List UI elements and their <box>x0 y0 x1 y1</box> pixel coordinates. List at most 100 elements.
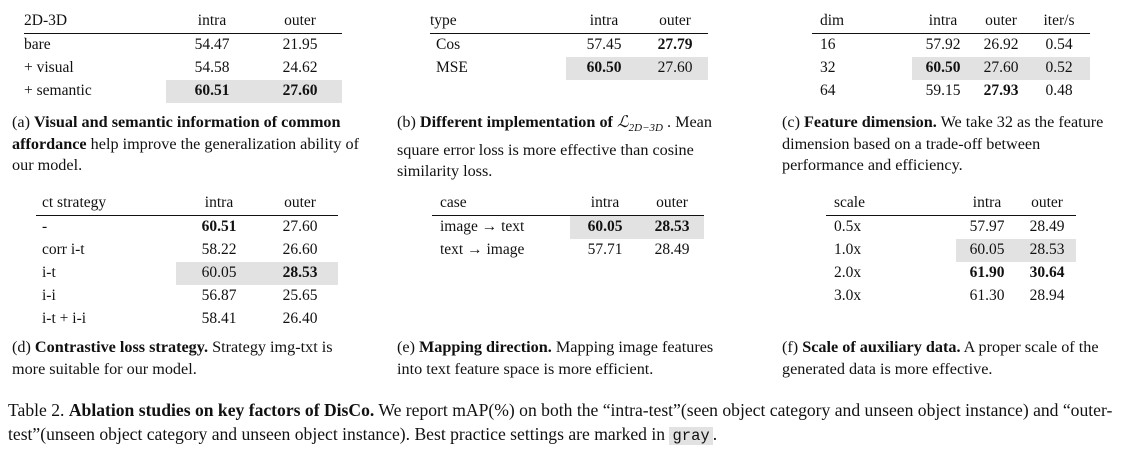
caption-label: (a) <box>12 113 30 131</box>
column-header: intra <box>570 192 640 216</box>
caption-b: (b) Different implementation of ℒ2D−3D .… <box>397 112 742 183</box>
caption-heading: Different implementation of <box>419 113 613 131</box>
table-cell: 28.49 <box>1029 218 1065 235</box>
table-cell-best: 60.51 <box>201 218 237 235</box>
column-header: outer <box>642 10 708 34</box>
caption-heading: Scale of auxiliary data. <box>802 338 961 356</box>
table-cell: 0.5x <box>834 218 862 235</box>
caption-label: (e) <box>397 338 415 356</box>
caption-label: (c) <box>782 113 800 131</box>
table-row-highlighted: image → text 60.05 28.53 <box>432 215 704 239</box>
table-cell: 25.65 <box>282 287 318 304</box>
caption-heading: Ablation studies on key factors of DisCo… <box>68 400 375 420</box>
column-header: intra <box>566 10 642 34</box>
table-cell: i-t <box>42 264 56 281</box>
table-cell: 32 <box>820 59 836 76</box>
table-b: type intra outer Cos 57.45 27.79 MSE 60.… <box>430 10 708 80</box>
table-cell: 3.0x <box>834 287 862 304</box>
table-header-row: type intra outer <box>430 10 708 34</box>
table-row: Cos 57.45 27.79 <box>430 34 708 58</box>
table-cell: i-i <box>42 287 56 304</box>
table-row: bare 54.47 21.95 <box>24 34 342 58</box>
table-cell: 0.54 <box>1045 36 1073 53</box>
caption-heading: Contrastive loss strategy. <box>34 338 209 356</box>
column-header: outer <box>974 10 1028 34</box>
table-cell: 16 <box>820 36 836 53</box>
caption-body: Mapping image features into text feature… <box>397 338 714 378</box>
column-header: intra <box>166 10 258 34</box>
caption-label: Table 2. <box>8 400 65 420</box>
table-row: 3.0x 61.30 28.94 <box>826 285 1076 308</box>
table-cell: 64 <box>820 82 836 99</box>
table-cell: 57.45 <box>586 36 622 53</box>
table-row: - 60.51 27.60 <box>36 216 338 240</box>
caption-end: . <box>712 424 718 444</box>
loss-symbol: ℒ2D−3D <box>616 113 663 135</box>
table-cell: 28.53 <box>1018 239 1076 262</box>
table-a: 2D-3D intra outer bare 54.47 21.95 + vis… <box>24 10 342 103</box>
table-row: text → image 57.71 28.49 <box>432 239 704 262</box>
column-header: intra <box>176 192 262 216</box>
table-cell: 26.60 <box>282 241 318 258</box>
table-cell: 57.97 <box>969 218 1005 235</box>
caption-label: (b) <box>397 113 416 131</box>
table-cell: - <box>42 218 48 235</box>
table-cell-best: 28.53 <box>640 215 704 239</box>
caption-heading: Feature dimension. <box>804 113 937 131</box>
table-header-row: scale intra outer <box>826 192 1076 216</box>
caption-body: A proper scale of the generated data is … <box>782 338 1099 378</box>
column-header: outer <box>1018 192 1076 216</box>
table-cell: 57.92 <box>925 36 961 53</box>
caption-heading: Visual and semantic information of commo… <box>12 113 341 153</box>
table-cell: 0.48 <box>1045 82 1073 99</box>
table-cell: 27.60 <box>642 57 708 80</box>
subtable-d: ct strategy intra outer - 60.51 27.60 co… <box>36 192 338 331</box>
table-cell: 1.0x <box>834 241 862 258</box>
caption-body: Mean square error loss is more effective… <box>397 113 712 181</box>
table-row-highlighted: 1.0x 60.05 28.53 <box>826 239 1076 262</box>
caption-c: (c) Feature dimension. We take 32 as the… <box>782 112 1122 177</box>
table-row-highlighted: MSE 60.50 27.60 <box>430 57 708 80</box>
subtable-f: scale intra outer 0.5x 57.97 28.49 1.0x … <box>826 192 1076 308</box>
table-cell: 26.40 <box>282 310 318 327</box>
table-cell: 21.95 <box>282 36 318 53</box>
table-row: corr i-t 58.22 26.60 <box>36 239 338 262</box>
column-header: outer <box>640 192 704 216</box>
table-row-highlighted: + semantic 60.51 27.60 <box>24 80 342 103</box>
table-cell: 28.49 <box>654 241 690 258</box>
table-cell: 54.47 <box>194 36 230 53</box>
table-cell: Cos <box>436 36 461 53</box>
table-header-row: ct strategy intra outer <box>36 192 338 216</box>
table-header-row: dim intra outer iter/s <box>812 10 1090 34</box>
table-row-highlighted: i-t 60.05 28.53 <box>36 262 338 285</box>
table-cell: 27.60 <box>974 57 1028 80</box>
subtable-a: 2D-3D intra outer bare 54.47 21.95 + vis… <box>24 10 370 103</box>
table-cell-best: 27.79 <box>657 36 693 53</box>
table-cell: 2.0x <box>834 264 862 281</box>
caption-label: (d) <box>12 338 31 356</box>
table-header-row: 2D-3D intra outer <box>24 10 342 34</box>
column-header: scale <box>826 192 956 216</box>
table-cell: image → text <box>440 218 525 235</box>
table-header-row: case intra outer <box>432 192 704 216</box>
table-cell: 56.87 <box>201 287 237 304</box>
table-cell-best: 60.51 <box>166 80 258 103</box>
caption-dot: . <box>667 113 672 131</box>
table-cell: 57.71 <box>587 241 623 258</box>
table-cell-best: 60.05 <box>570 215 640 239</box>
column-header: outer <box>262 192 338 216</box>
table-cell-best: 27.60 <box>258 80 342 103</box>
table-row: 0.5x 57.97 28.49 <box>826 216 1076 240</box>
column-header: ct strategy <box>36 192 176 216</box>
table-cell-best: 28.53 <box>262 262 338 285</box>
table-cell: i-t + i-i <box>42 310 87 327</box>
caption-body: We take 32 as the feature dimension base… <box>782 113 1104 174</box>
caption-heading: Mapping direction. <box>419 338 552 356</box>
subtable-c: dim intra outer iter/s 16 57.92 26.92 0.… <box>812 10 1090 103</box>
table-cell: 0.52 <box>1028 57 1090 80</box>
column-header: dim <box>812 10 912 34</box>
subtable-b: type intra outer Cos 57.45 27.79 MSE 60.… <box>430 10 708 80</box>
table-f: scale intra outer 0.5x 57.97 28.49 1.0x … <box>826 192 1076 308</box>
table-row: i-i 56.87 25.65 <box>36 285 338 308</box>
table-cell-best: 61.90 <box>969 264 1005 281</box>
